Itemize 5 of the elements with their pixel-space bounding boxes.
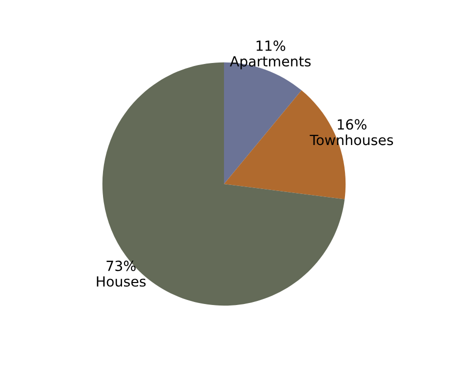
data-label: 73% — [106, 260, 136, 272]
slice-label: Apartments — [230, 56, 311, 70]
data-label: 16% — [338, 119, 366, 130]
data-label: 11% — [256, 40, 286, 51]
slice-label: Houses — [96, 276, 146, 287]
